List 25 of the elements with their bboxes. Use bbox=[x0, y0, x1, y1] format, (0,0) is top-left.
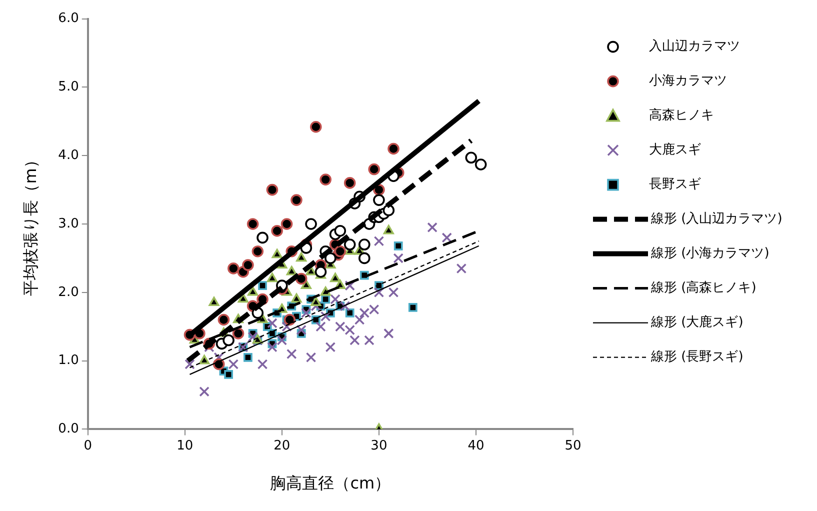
legend-label: 線形 (入山辺カラマツ) bbox=[650, 212, 782, 227]
x-tick-label: 50 bbox=[564, 438, 582, 454]
legend-label: 長野スギ bbox=[649, 177, 701, 192]
legend-label: 高森ヒノキ bbox=[649, 107, 714, 124]
legend-label: 入山辺カラマツ bbox=[649, 39, 740, 54]
y-tick-label: 5.0 bbox=[58, 80, 79, 95]
y-tick-label: 0.0 bbox=[58, 422, 79, 437]
x-tick-label: 30 bbox=[370, 438, 388, 454]
y-tick-label: 4.0 bbox=[58, 148, 79, 163]
y-tick-label: 3.0 bbox=[58, 216, 79, 232]
y-axis-title: 平均枝張り長（m） bbox=[20, 152, 40, 296]
x-axis-title: 胸高直径（cm） bbox=[270, 474, 391, 493]
y-tick-label: 1.0 bbox=[58, 353, 79, 368]
y-tick-label: 6.0 bbox=[58, 11, 79, 26]
x-tick-label: 20 bbox=[274, 438, 290, 454]
legend-label: 線形 (大鹿スギ) bbox=[650, 315, 744, 330]
x-tick-label: 0 bbox=[84, 438, 92, 454]
y-tick-label: 2.0 bbox=[58, 284, 79, 300]
x-tick-label: 10 bbox=[176, 438, 194, 454]
legend-label: 線形 (高森ヒノキ) bbox=[650, 280, 756, 296]
legend-label: 線形 (小海カラマツ) bbox=[650, 246, 770, 262]
legend-label: 大鹿スギ bbox=[649, 142, 701, 158]
x-tick-label: 40 bbox=[468, 438, 484, 454]
legend-label: 線形 (長野スギ) bbox=[650, 350, 744, 365]
legend-label: 小海カラマツ bbox=[649, 74, 727, 89]
